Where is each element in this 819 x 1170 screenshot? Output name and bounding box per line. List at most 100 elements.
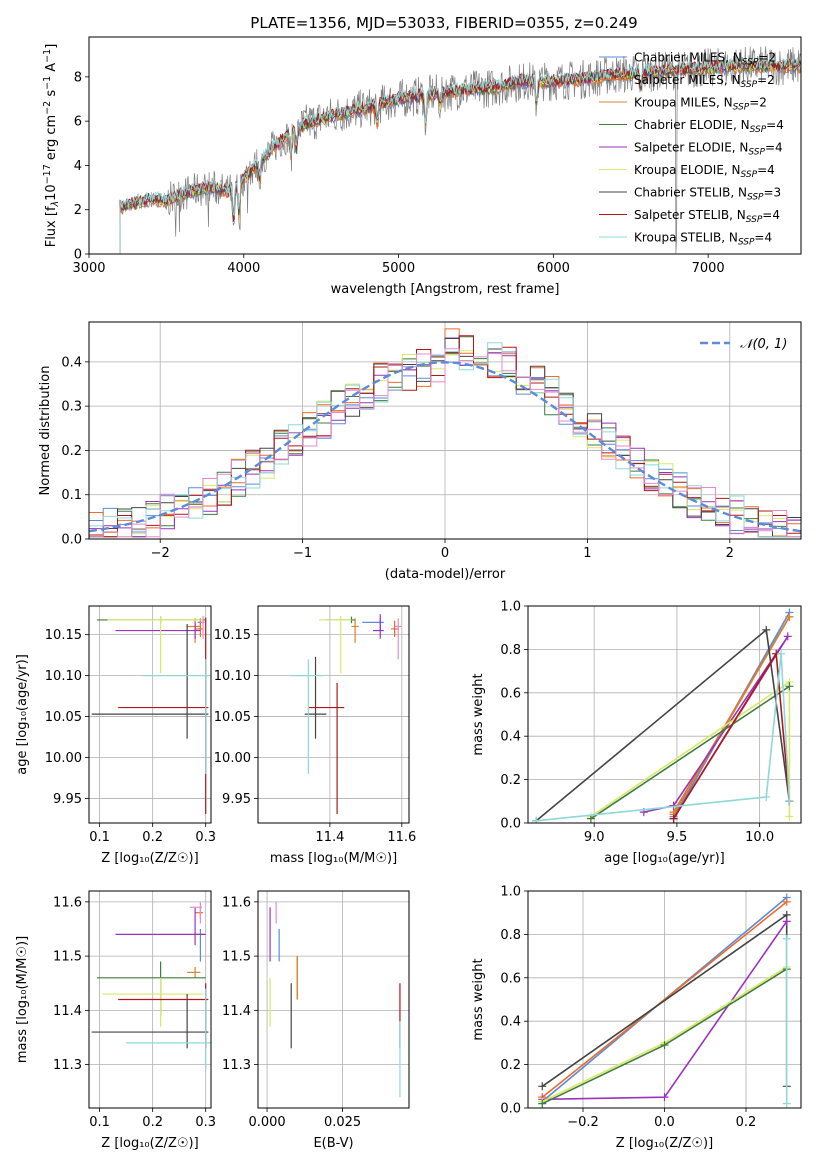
y-tick-label: 0.4 xyxy=(500,730,521,745)
x-tick-label: 10.0 xyxy=(745,830,774,845)
x-axis-label: wavelength [Angstrom, rest frame] xyxy=(331,282,560,297)
y-tick-label: 11.3 xyxy=(222,1058,251,1073)
legend-label-suffix: =2 xyxy=(758,51,776,65)
weight-marker xyxy=(782,1099,791,1108)
y-tick-label: 1.0 xyxy=(500,600,521,615)
y-tick-label: 11.3 xyxy=(53,1058,82,1073)
y-tick-label: 0.4 xyxy=(61,355,82,370)
weight-marker xyxy=(586,814,595,823)
x-axis-label: Z [log₁₀(Z/Z☉)] xyxy=(101,851,198,866)
legend-label-sub: SSP xyxy=(747,193,764,203)
y-axis-label-part: s xyxy=(44,90,59,101)
weight-marker xyxy=(785,812,794,821)
plot-area xyxy=(269,901,401,1098)
y-tick-label: 0.2 xyxy=(61,444,82,459)
y-axis-label-part: −1 xyxy=(42,76,53,90)
y-axis-label-part: −17 xyxy=(42,164,53,184)
legend-label: Kroupa ELODIE, NSSP=4 xyxy=(634,163,775,180)
y-tick-label: 11.4 xyxy=(222,1004,251,1019)
y-tick-label: 1.0 xyxy=(500,885,521,900)
y-tick-label: 10.05 xyxy=(45,710,82,725)
y-tick-label: 10.15 xyxy=(214,628,251,643)
panel-mass-weight-vs-Z: −0.2 0.0 0.2 0.0 0.2 0.4 0.6 0.8 1.0 Z [log₁₀(Z/Z… xyxy=(471,885,802,1151)
legend-label-sub: SSP xyxy=(741,80,758,90)
y-axis-label-part: A xyxy=(44,63,59,76)
x-tick-label: 0.1 xyxy=(89,1115,110,1130)
plot-area xyxy=(89,328,801,538)
legend-label-suffix: =4 xyxy=(762,208,780,222)
panel-residuals: −2 −1 0 1 2 0.0 0.1 0.2 0.3 0.4 (data-model)/error… xyxy=(38,321,802,582)
y-tick-label: 2 xyxy=(74,203,82,218)
y-tick-label: 0.0 xyxy=(61,533,82,548)
weight-marker xyxy=(777,649,786,658)
x-tick-label: 9.0 xyxy=(584,830,605,845)
panel-mass-vs-Z: 0.1 0.2 0.3 11.3 11.4 11.5 11.6 Z [log₁₀(Z/Z☉)]… xyxy=(15,890,216,1151)
axes-frame xyxy=(88,36,802,255)
legend-label: Salpeter STELIB, NSSP=4 xyxy=(634,208,780,225)
y-tick-label: 11.5 xyxy=(53,950,82,965)
y-tick-label: 0 xyxy=(74,248,82,263)
y-tick-label: 0.0 xyxy=(500,817,521,832)
y-tick-label: 10.05 xyxy=(214,710,251,725)
y-axis-label-part: ] xyxy=(44,44,59,49)
legend-label-text: Kroupa STELIB, N xyxy=(634,231,738,245)
y-tick-label: 8 xyxy=(74,70,82,85)
axes-frame xyxy=(88,605,212,824)
figure-title: PLATE=1356, MJD=53033, FIBERID=0355, z=0… xyxy=(250,14,637,32)
x-tick-label: 6000 xyxy=(537,261,570,276)
axes-frame xyxy=(527,890,802,1109)
legend-label-suffix: =4 xyxy=(757,163,775,177)
weight-marker xyxy=(785,797,794,806)
y-tick-label: 0.3 xyxy=(61,400,82,415)
y-axis-label: Normed distribution xyxy=(38,366,53,496)
legend-label-sub: SSP xyxy=(741,170,758,180)
weight-line xyxy=(590,685,790,820)
x-axis-label: age [log₁₀(age/yr)] xyxy=(604,851,725,866)
legend-label-suffix: =2 xyxy=(757,73,775,87)
y-axis-label-part: erg cm xyxy=(44,115,59,164)
weight-marker xyxy=(660,1041,669,1050)
y-tick-label: 9.95 xyxy=(53,792,82,807)
weight-marker xyxy=(660,1093,669,1102)
x-axis-label: Z [log₁₀(Z/Z☉)] xyxy=(616,1136,713,1151)
weight-marker xyxy=(669,814,678,823)
y-axis-label-part: Flux [f xyxy=(44,206,59,247)
y-axis-label: mass weight xyxy=(471,958,486,1040)
x-tick-label: 11.6 xyxy=(387,830,416,845)
y-tick-label: 0.6 xyxy=(500,686,521,701)
y-tick-label: 10.00 xyxy=(214,751,251,766)
legend-label: 𝒩(0, 1) xyxy=(740,337,787,352)
legend-label-sub: SSP xyxy=(750,125,767,135)
y-tick-label: 0.6 xyxy=(500,971,521,986)
legend-label-text: Chabrier MILES, N xyxy=(634,51,742,65)
panel-mass-vs-EBV: 0.000 0.025 11.3 11.4 11.5 11.6 E(B-V) xyxy=(222,890,410,1151)
y-tick-label: 0.8 xyxy=(500,928,521,943)
plot-area xyxy=(538,893,791,1108)
weight-marker xyxy=(762,792,771,801)
weight-marker xyxy=(782,934,791,943)
panel-age-vs-Z: 0.1 0.2 0.3 9.95 10.00 10.05 10.10 10.15 Z [log₁… xyxy=(15,605,216,866)
grid xyxy=(258,606,409,823)
model-spectrum xyxy=(119,57,801,254)
y-axis-label-part: 10 xyxy=(44,184,59,201)
legend-label-sub: SSP xyxy=(746,215,763,225)
axes-frame xyxy=(527,605,802,824)
legend-label: Chabrier STELIB, NSSP=3 xyxy=(634,186,781,203)
plot-area xyxy=(532,608,794,823)
legend-label: Salpeter MILES, NSSP=2 xyxy=(634,73,775,90)
legend-label-sub: SSP xyxy=(748,148,765,158)
x-tick-label: 0.3 xyxy=(195,1115,216,1130)
x-tick-label: 0 xyxy=(441,546,449,561)
axes-frame xyxy=(88,890,212,1109)
x-tick-label: 0.0 xyxy=(654,1115,675,1130)
plot-area xyxy=(91,615,211,814)
x-tick-label: −2 xyxy=(151,546,170,561)
y-tick-label: 10.10 xyxy=(45,669,82,684)
legend-label-suffix: =3 xyxy=(764,186,782,200)
y-axis-label: mass weight xyxy=(471,673,486,755)
x-tick-label: 3000 xyxy=(72,261,105,276)
weight-marker xyxy=(762,625,771,634)
x-tick-label: 1 xyxy=(583,546,591,561)
weight-line xyxy=(536,653,791,822)
